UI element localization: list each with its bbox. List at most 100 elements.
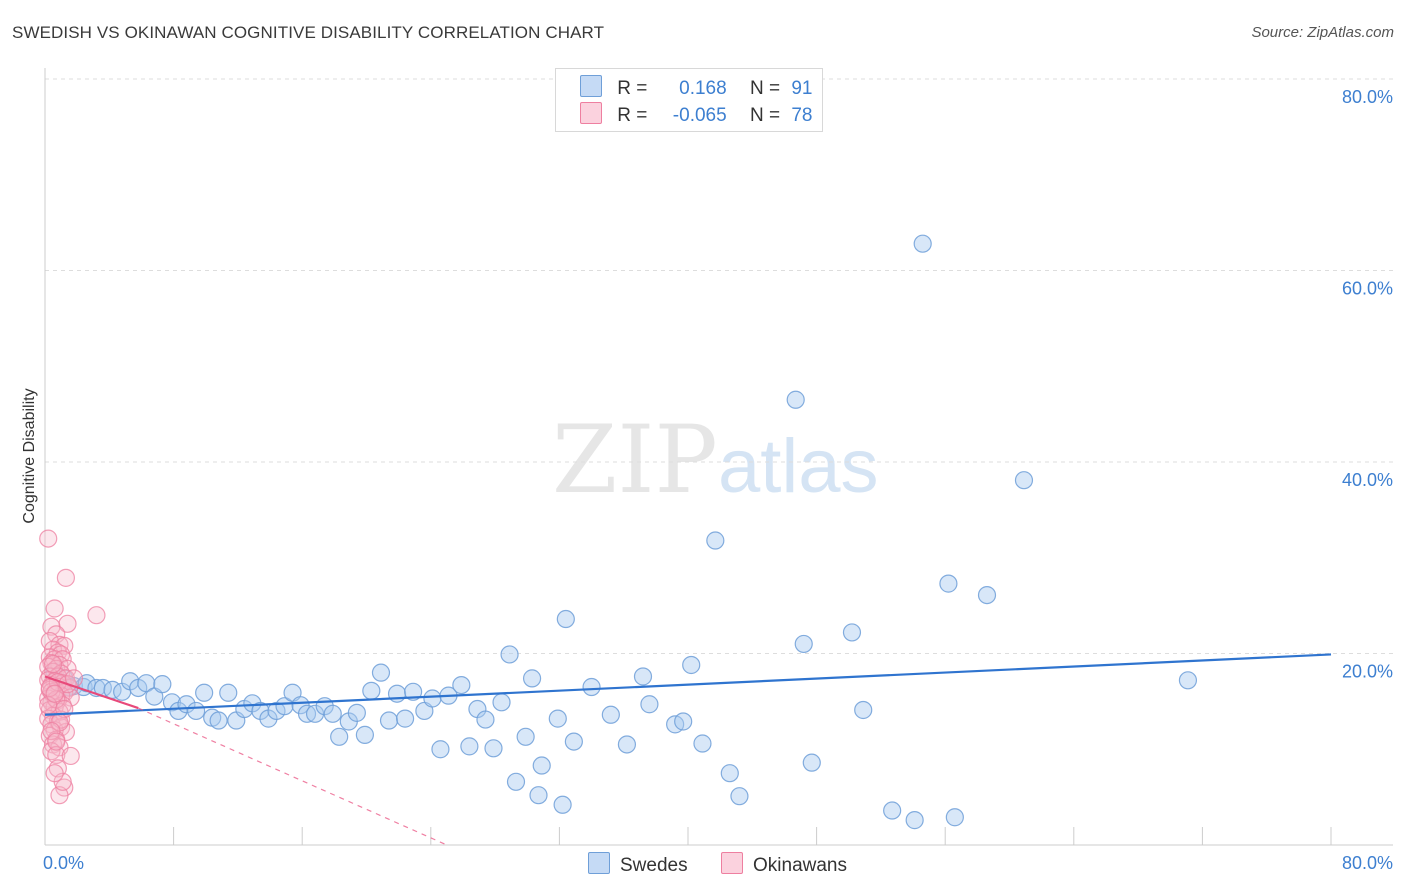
swedes-point: [460, 737, 479, 756]
swedes-point: [786, 390, 805, 409]
okinawans-point: [43, 654, 63, 674]
swedes-point: [187, 701, 206, 721]
swedes-trend-line: [44, 653, 1332, 716]
swedes-point: [529, 786, 548, 805]
swedes-point: [601, 705, 620, 724]
swedes-point: [794, 634, 813, 654]
okinawans-points: [39, 529, 106, 805]
legend-n-label: N =: [749, 78, 781, 99]
swedes-point: [423, 689, 442, 708]
swedes-point: [305, 704, 325, 723]
legend-r-value: -0.065: [672, 105, 727, 126]
okinawans-label: Okinawans: [753, 855, 847, 876]
okinawans-point: [45, 599, 64, 618]
swedes-point: [945, 808, 964, 827]
okinawans-point: [61, 746, 80, 766]
legend-row-swedes: R = 0.168 N = 91: [580, 75, 812, 101]
okinawans-trend-line: [44, 675, 139, 710]
swedes-point: [209, 711, 228, 730]
swedes-point: [516, 727, 535, 746]
y-tick-label: 60.0%: [1342, 279, 1393, 299]
legend-n-value: 78: [791, 105, 813, 126]
y-axis-label: Cognitive Disability: [21, 388, 38, 523]
source-label: Source: ZipAtlas.com: [1251, 24, 1394, 41]
swedes-point: [633, 667, 653, 686]
swedes-point: [905, 811, 924, 830]
swedes-point: [693, 734, 712, 753]
swedes-point: [330, 727, 349, 746]
swedes-point: [720, 764, 739, 783]
legend-swatch-swedes: [580, 75, 602, 97]
swedes-point: [640, 695, 659, 714]
okinawans-point: [53, 650, 72, 669]
okinawans-point: [42, 721, 61, 741]
swedes-point: [1014, 471, 1034, 490]
swedes-point: [362, 681, 381, 700]
swedes-point: [195, 683, 214, 702]
y-tick-label: 80.0%: [1342, 87, 1393, 107]
legend-row-okinawans: R = -0.065 N = 78: [580, 102, 812, 128]
swedes-points: [45, 234, 1198, 830]
watermark-atlas: atlas: [718, 424, 879, 509]
legend-r-value: 0.168: [679, 78, 727, 99]
swedes-point: [617, 735, 637, 754]
swedes-point: [431, 740, 450, 759]
okinawans-point: [56, 568, 75, 587]
swedes-point: [682, 655, 701, 675]
swedes-point: [387, 684, 407, 703]
x-tick-label-max: 80.0%: [1342, 853, 1393, 873]
x-tick-label-min: 0.0%: [43, 853, 84, 873]
swedes-point: [275, 697, 294, 716]
swedes-point: [153, 675, 172, 694]
okinawans-point: [87, 606, 106, 625]
swedes-point: [939, 574, 958, 593]
y-tick-label: 20.0%: [1342, 662, 1393, 682]
grid: [45, 78, 1393, 654]
swedes-point: [522, 669, 542, 688]
swedes-point: [137, 674, 156, 693]
swedes-point: [492, 693, 511, 712]
okinawans-point: [40, 678, 59, 698]
okinawans-point: [45, 684, 64, 703]
swedes-point: [674, 712, 693, 731]
legend-swatch-okinawans: [580, 102, 602, 124]
swedes-point: [476, 710, 495, 729]
swedes-point: [977, 585, 997, 605]
swedes-point: [564, 732, 583, 751]
okinawans-point: [47, 745, 66, 765]
swedes-point: [323, 704, 342, 723]
legend-n-label: N =: [749, 105, 781, 126]
swedes-point: [883, 801, 902, 820]
swedes-point: [484, 739, 503, 758]
okinawans-point: [39, 529, 58, 548]
chart-title: SWEDISH VS OKINAWAN COGNITIVE DISABILITY…: [12, 23, 605, 42]
swedes-point: [532, 756, 551, 775]
y-tick-label: 40.0%: [1342, 470, 1393, 490]
bottom-legend-swedes: Swedes: [588, 852, 688, 877]
y-tick-labels: 80.0% 60.0% 40.0% 20.0%: [1342, 87, 1393, 682]
swedes-point: [842, 623, 862, 642]
swedes-point: [582, 677, 601, 697]
swedes-point: [347, 703, 366, 722]
okinawans-point: [47, 732, 66, 751]
legend-r-label: R =: [617, 105, 648, 126]
okinawans-point: [45, 764, 64, 783]
swedes-label: Swedes: [620, 855, 688, 876]
swedes-point: [730, 787, 749, 806]
swedes-point: [355, 725, 374, 744]
trend-lines: [44, 653, 1332, 846]
swedes-point: [556, 609, 575, 629]
swedes-point: [219, 683, 238, 702]
correlation-legend: R = 0.168 N = 91 R = -0.065 N = 78: [555, 68, 823, 132]
swedes-point: [371, 663, 391, 682]
swedes-point: [548, 709, 567, 728]
swedes-point: [506, 772, 526, 791]
bottom-legend-okinawans: Okinawans: [721, 852, 847, 877]
swedes-point: [395, 709, 415, 728]
swedes-point: [553, 795, 572, 814]
swedes-point: [500, 645, 519, 664]
swedes-swatch: [588, 852, 610, 874]
swedes-point: [802, 753, 821, 772]
swedes-point: [706, 531, 725, 550]
